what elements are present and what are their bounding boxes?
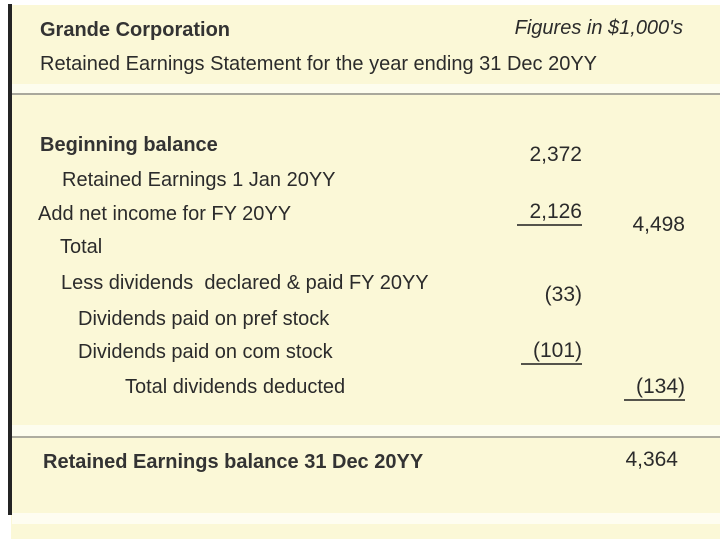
statement-title: Retained Earnings Statement for the year… (40, 53, 598, 75)
row-label-ending-balance: Retained Earnings balance 31 Dec 20YY (43, 451, 424, 473)
row-label-total: Total (60, 236, 103, 258)
row-label-dividends-com-stock: Dividends paid on com stock (78, 341, 333, 363)
value-total: 4,498 (632, 213, 685, 236)
underlined-amount: (101) (520, 339, 582, 365)
company-name: Grande Corporation (40, 19, 231, 41)
row-label-less-dividends: Less dividends declared & paid FY 20YY (61, 272, 429, 294)
row-label-dividends-pref-stock: Dividends paid on pref stock (78, 308, 330, 330)
total-divider (12, 425, 720, 438)
header-divider (12, 84, 720, 95)
underlined-amount: (134) (623, 375, 685, 401)
value-retained-earnings-jan: 2,372 (529, 143, 582, 166)
bottom-divider (12, 513, 720, 524)
left-border-line (8, 4, 12, 515)
value-dividends-com: (101) (498, 318, 582, 384)
row-label-beginning-balance: Beginning balance (40, 134, 218, 156)
row-label-total-dividends-deducted: Total dividends deducted (125, 376, 346, 398)
value-total-dividends: (134) (601, 354, 685, 420)
row-label-add-net-income: Add net income for FY 20YY (38, 203, 292, 225)
underlined-amount: 2,126 (517, 200, 582, 226)
row-label-retained-earnings-jan: Retained Earnings 1 Jan 20YY (62, 169, 336, 191)
value-ending-balance: 4,364 (625, 448, 678, 471)
value-net-income: 2,126 (494, 179, 582, 245)
value-dividends-pref: (33) (544, 283, 582, 306)
figures-unit-note: Figures in $1,000's (514, 17, 683, 39)
